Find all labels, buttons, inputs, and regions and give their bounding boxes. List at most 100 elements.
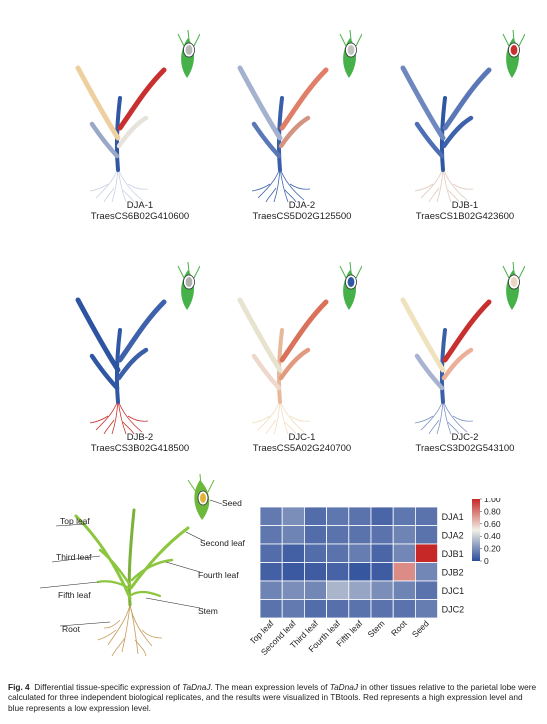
heatmap-cell-dja2-3 — [326, 525, 350, 545]
diagram-label-fifth-leaf: Fifth leaf — [58, 590, 91, 600]
heatmap-cell-djc2-2 — [304, 599, 328, 619]
colorbar-tick-label: 0.80 — [484, 506, 501, 516]
heatmap-cell-dja1-7 — [414, 506, 438, 526]
colorbar-tick-label: 0.40 — [484, 531, 501, 541]
heatmap-cell-dja2-0 — [259, 525, 283, 545]
plant-panel-djb-2 — [60, 260, 200, 435]
colorbar-tick-label: 0 — [484, 556, 489, 566]
heatmap-column-label: Seed — [410, 618, 431, 639]
caption-gene-2: TaDnaJ — [329, 682, 359, 692]
plant-panel-dja-2 — [222, 28, 362, 203]
caption-text-after: in other tissues relative to the parieta… — [8, 682, 537, 713]
heatmap-cell-dja2-1 — [281, 525, 305, 545]
plant-caption-djc-1: DJC-1 TraesCS5A02G240700 — [212, 432, 392, 454]
heatmap-cell-djc1-0 — [259, 580, 283, 600]
colorbar-tick-label: 0.20 — [484, 544, 501, 554]
diagram-label-second-leaf: Second leaf — [200, 538, 245, 548]
diagram-label-stem: Stem — [198, 606, 218, 616]
plant-panel-djc-2 — [385, 260, 525, 435]
plant-gene-id: TraesCS3B02G418500 — [90, 443, 190, 454]
heatmap-colorbar — [472, 499, 480, 561]
diagram-seed-head — [187, 473, 215, 520]
diagram-label-top-leaf: Top leaf — [60, 516, 90, 526]
heatmap-cell-djb2-0 — [259, 562, 283, 582]
plant-caption-djb-1: DJB-1 TraesCS1B02G423600 — [375, 200, 547, 222]
heatmap-cell-djb2-5 — [370, 562, 394, 582]
heatmap-cell-dja2-2 — [304, 525, 328, 545]
plant-gene-id: TraesCS5D02G125500 — [252, 211, 352, 222]
diagram-leaves — [74, 508, 190, 607]
heatmap-cell-djb1-3 — [326, 543, 350, 563]
heatmap-cell-djb1-6 — [392, 543, 416, 563]
heatmap-cell-djb1-5 — [370, 543, 394, 563]
plant-gene-id: TraesCS3D02G543100 — [415, 443, 515, 454]
heatmap-column-label: Stem — [365, 618, 386, 639]
heatmap-cell-djc1-5 — [370, 580, 394, 600]
plant-gene-id: TraesCS1B02G423600 — [415, 211, 515, 222]
heatmap-cell-dja2-6 — [392, 525, 416, 545]
diagram-leader-lines — [39, 499, 223, 627]
plant-panel-djb-1 — [385, 28, 525, 203]
heatmap-cell-djb1-7 — [414, 543, 438, 563]
heatmap-cell-djb2-6 — [392, 562, 416, 582]
plant-name: DJA-1 — [126, 200, 154, 211]
heatmap-row-label: DJC2 — [442, 604, 465, 614]
figure-caption: Fig. 4 Differential tissue-specific expr… — [8, 682, 538, 713]
heatmap-cell-djb1-1 — [281, 543, 305, 563]
heatmap-cell-dja2-5 — [370, 525, 394, 545]
plant-caption-dja-1: DJA-1 TraesCS6B02G410600 — [50, 200, 230, 222]
heatmap-column-label: Root — [389, 618, 409, 638]
plant-panel-djc-1 — [222, 260, 362, 435]
heatmap-cell-dja2-7 — [414, 525, 438, 545]
plant-panel-dja-1 — [60, 28, 200, 203]
plant-caption-djb-2: DJB-2 TraesCS3B02G418500 — [50, 432, 230, 454]
caption-gene-1: TaDnaJ — [182, 682, 211, 692]
plant-gene-id: TraesCS6B02G410600 — [90, 211, 190, 222]
plant-diagram: Seed Top leaf Second leaf Third leaf Fou… — [0, 470, 250, 670]
heatmap-cell-djc1-3 — [326, 580, 350, 600]
heatmap-row-label: DJA2 — [442, 530, 464, 540]
heatmap-cell-dja1-0 — [259, 506, 283, 526]
heatmap-cell-dja1-6 — [392, 506, 416, 526]
plant-name: DJC-1 — [288, 432, 316, 443]
heatmap-cell-djc1-4 — [348, 580, 372, 600]
heatmap-cell-djb2-7 — [414, 562, 438, 582]
caption-label: Fig. 4 — [8, 682, 30, 692]
heatmap-cell-djb2-1 — [281, 562, 305, 582]
heatmap-cell-djb2-3 — [326, 562, 350, 582]
heatmap-cell-djc2-1 — [281, 599, 305, 619]
plant-caption-dja-2: DJA-2 TraesCS5D02G125500 — [212, 200, 392, 222]
heatmap-cell-djb2-4 — [348, 562, 372, 582]
heatmap-row-label: DJA1 — [442, 512, 464, 522]
heatmap-row-label: DJB1 — [442, 549, 464, 559]
plant-name: DJB-1 — [451, 200, 479, 211]
heatmap-row-label: DJB2 — [442, 567, 464, 577]
plant-name: DJB-2 — [126, 432, 154, 443]
heatmap-cell-dja1-4 — [348, 506, 372, 526]
diagram-label-fourth-leaf: Fourth leaf — [198, 570, 239, 580]
heatmap-cell-djc2-6 — [392, 599, 416, 619]
colorbar-tick-label: 1.00 — [484, 498, 501, 504]
heatmap-cell-dja1-1 — [281, 506, 305, 526]
colorbar-tick-label: 0.60 — [484, 519, 501, 529]
plant-gene-id: TraesCS5A02G240700 — [252, 443, 352, 454]
diagram-label-seed: Seed — [222, 498, 242, 508]
heatmap-cell-djc1-1 — [281, 580, 305, 600]
heatmap-cell-djc2-4 — [348, 599, 372, 619]
heatmap-cell-djb1-2 — [304, 543, 328, 563]
plant-name: DJC-2 — [451, 432, 479, 443]
heatmap-cell-djc1-6 — [392, 580, 416, 600]
heatmap-cell-djc2-5 — [370, 599, 394, 619]
heatmap-cell-dja1-5 — [370, 506, 394, 526]
diagram-label-third-leaf: Third leaf — [56, 552, 92, 562]
plant-name: DJA-2 — [288, 200, 316, 211]
heatmap-cell-dja1-2 — [304, 506, 328, 526]
heatmap-cell-djc1-2 — [304, 580, 328, 600]
plant-diagram-drawing — [39, 473, 223, 657]
heatmap-cell-dja2-4 — [348, 525, 372, 545]
heatmap-cell-djb2-2 — [304, 562, 328, 582]
heatmap-cell-djb1-0 — [259, 543, 283, 563]
heatmap-cell-djc1-7 — [414, 580, 438, 600]
